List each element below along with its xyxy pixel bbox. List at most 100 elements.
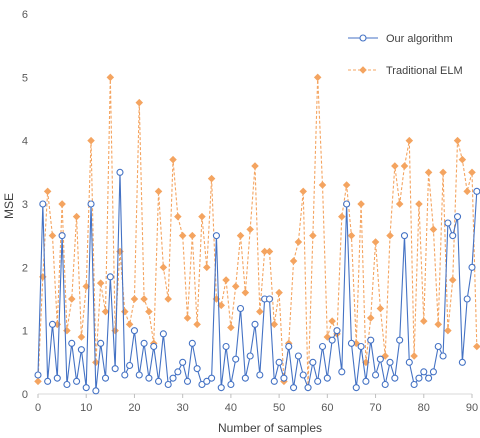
traditional-elm-point (439, 168, 447, 177)
our-algorithm-point (164, 380, 172, 389)
traditional-elm-point (473, 342, 480, 351)
our-algorithm-point (116, 168, 124, 176)
traditional-elm-point (125, 320, 134, 329)
y-tick-label: 1 (22, 326, 28, 338)
traditional-elm-point (222, 276, 230, 284)
our-algorithm-point (174, 368, 182, 376)
our-algorithm-point (323, 374, 331, 382)
our-algorithm-point (473, 187, 480, 195)
y-tick-label: 4 (22, 136, 28, 148)
legend-traditional-elm-label: Traditional ELM (386, 65, 463, 77)
our-algorithm-point (222, 342, 230, 351)
our-algorithm-point (82, 384, 90, 392)
our-algorithm-point (294, 352, 302, 360)
x-tick-label: 90 (466, 402, 478, 414)
our-algorithm-point (87, 200, 95, 208)
our-algorithm-point (150, 342, 158, 351)
our-algorithm-point (236, 304, 245, 313)
traditional-elm-point (188, 231, 197, 240)
traditional-elm-point (391, 162, 399, 170)
our-algorithm-line (37, 172, 478, 391)
our-algorithm-point (463, 295, 471, 303)
traditional-elm-point (72, 212, 81, 221)
our-algorithm-point (318, 342, 327, 351)
traditional-elm-point (420, 317, 428, 325)
y-tick-label: 3 (22, 199, 28, 211)
our-algorithm-point (314, 377, 322, 385)
legend-traditional-elm-marker (359, 66, 367, 74)
our-algorithm-point (299, 371, 307, 379)
our-algorithm-point (449, 232, 457, 240)
our-algorithm-point (400, 232, 409, 240)
our-algorithm-point (333, 327, 341, 335)
traditional-elm-point (434, 320, 443, 329)
our-algorithm-point (362, 377, 370, 385)
our-algorithm-point (232, 355, 240, 363)
traditional-elm-point (328, 317, 336, 325)
our-algorithm-point (420, 368, 428, 376)
traditional-elm-point (198, 212, 206, 221)
our-algorithm-point (183, 377, 192, 385)
our-algorithm-point (169, 374, 177, 382)
traditional-elm-point (67, 295, 76, 303)
x-axis-title: Number of samples (218, 421, 322, 435)
traditional-elm-point (270, 320, 279, 329)
our-algorithm-point (415, 374, 423, 382)
traditional-elm-point (313, 73, 322, 82)
traditional-elm-point (289, 257, 298, 265)
traditional-elm-point (323, 333, 332, 341)
traditional-elm-point (453, 136, 462, 145)
y-axis-ticks: 0 1 2 3 4 5 6 (22, 9, 28, 401)
traditional-elm-point (58, 200, 66, 208)
x-tick-label: 0 (35, 402, 41, 414)
our-algorithm-point (367, 336, 375, 344)
traditional-elm-point (357, 200, 365, 208)
our-algorithm-point (188, 339, 196, 347)
our-algorithm-point (130, 327, 138, 335)
our-algorithm-point (453, 213, 462, 221)
traditional-elm-point (299, 187, 307, 196)
our-algorithm-point (121, 371, 129, 379)
traditional-elm-point (145, 307, 153, 316)
our-algorithm-point (63, 380, 71, 389)
traditional-elm-point (448, 276, 457, 284)
traditional-elm-point (231, 282, 240, 291)
our-algorithm-point (111, 365, 119, 373)
our-algorithm-point (468, 263, 476, 271)
our-algorithm-point (338, 368, 346, 376)
our-algorithm-point (425, 374, 433, 382)
x-tick-label: 30 (177, 402, 189, 414)
our-algorithm-point (44, 377, 52, 385)
our-algorithm-point (270, 377, 278, 385)
x-tick-label: 70 (369, 402, 381, 414)
traditional-elm-point (164, 295, 172, 303)
traditional-elm-point (410, 352, 418, 360)
traditional-elm-point (371, 238, 380, 246)
traditional-elm-point (48, 231, 57, 240)
our-algorithm-point (227, 380, 235, 389)
our-algorithm-point (159, 330, 167, 338)
our-algorithm-point (396, 336, 404, 344)
our-algorithm-point (208, 374, 216, 382)
traditional-elm-point (154, 187, 163, 196)
x-axis-ticks: 0 10 20 30 40 50 60 70 80 90 (35, 394, 478, 414)
our-algorithm-point (410, 380, 418, 389)
traditional-elm-point (169, 155, 177, 164)
our-algorithm-point (77, 346, 85, 354)
legend: Our algorithm Traditional ELM (348, 33, 463, 77)
traditional-elm-point (429, 225, 438, 234)
traditional-elm-point (275, 288, 283, 297)
traditional-elm-point (463, 187, 471, 196)
plot-area (34, 73, 480, 395)
traditional-elm-point (405, 136, 414, 145)
our-algorithm-point (285, 342, 293, 351)
x-tick-label: 60 (321, 402, 333, 414)
x-tick-label: 10 (80, 402, 92, 414)
traditional-elm-point (140, 295, 148, 303)
our-algorithm-point (280, 374, 288, 382)
traditional-elm-point (34, 377, 42, 386)
our-algorithm-point (241, 374, 249, 382)
our-algorithm-point (217, 384, 225, 392)
our-algorithm-point (97, 339, 105, 347)
